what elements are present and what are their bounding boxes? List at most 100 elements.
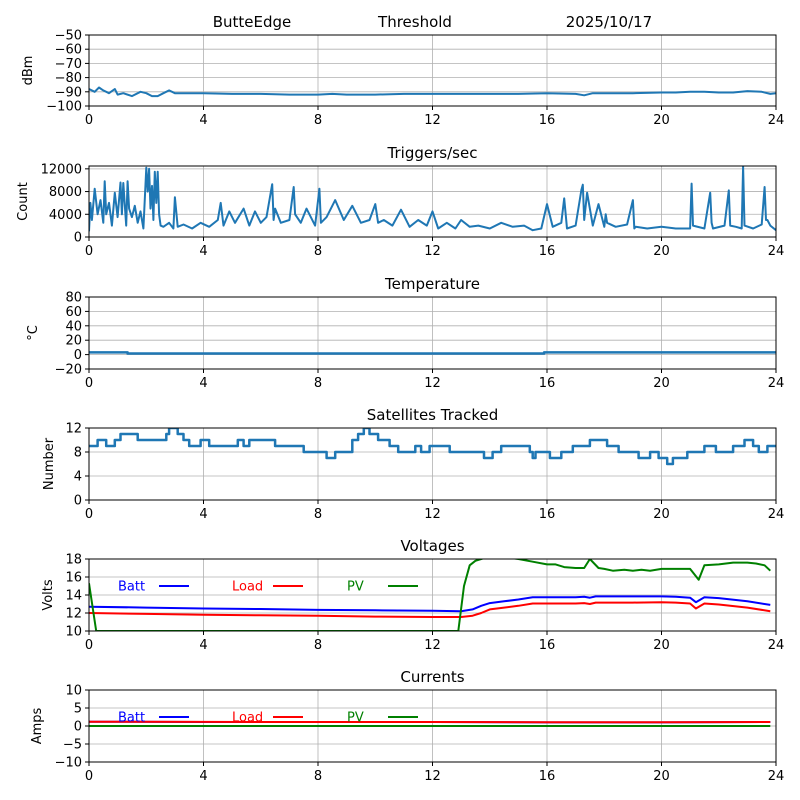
y-tick-label: −70: [55, 57, 82, 72]
y-tick-label: 12000: [41, 162, 82, 177]
x-tick-label: 16: [539, 769, 556, 784]
y-axis-label: Count: [16, 182, 31, 221]
legend-label: Batt: [118, 711, 145, 726]
header-channel: Threshold: [377, 13, 452, 31]
y-tick-label: 40: [65, 319, 82, 334]
x-tick-label: 0: [85, 113, 93, 128]
y-tick-label: −90: [55, 85, 82, 100]
x-tick-label: 0: [85, 769, 93, 784]
legend-item-load: Load: [232, 711, 303, 726]
series-group: [89, 559, 771, 631]
series-line-satellites: [89, 428, 776, 466]
legend-label: Batt: [118, 580, 145, 595]
x-tick-label: 24: [768, 376, 785, 391]
y-tick-label: 10: [65, 625, 82, 640]
x-tick-label: 4: [199, 376, 207, 391]
legend-label: PV: [347, 711, 364, 726]
y-tick-label: 60: [65, 305, 82, 320]
x-tick-label: 8: [314, 376, 322, 391]
y-tick-label: −60: [55, 43, 82, 58]
panel-title: Voltages: [400, 537, 464, 555]
series-line-triggers: [89, 166, 776, 232]
x-tick-label: 4: [199, 244, 207, 259]
x-tick-label: 24: [768, 507, 785, 522]
y-tick-label: −10: [55, 756, 82, 771]
y-axis-label: Number: [42, 437, 57, 490]
panel-title: Temperature: [384, 275, 480, 293]
y-axis-label: Amps: [30, 707, 45, 744]
legend-label: PV: [347, 580, 364, 595]
y-tick-label: −50: [55, 29, 82, 44]
legend-item-pv: PV: [347, 580, 418, 595]
y-tick-label: 4000: [49, 208, 82, 223]
x-tick-label: 16: [539, 244, 556, 259]
y-tick-label: 0: [74, 720, 82, 735]
panel-threshold: 0 4 8 12 16 20 24 −100−90−80−70−60−50 dBm: [21, 29, 784, 129]
y-tick-label: −100: [46, 100, 82, 115]
legend-label: Load: [232, 711, 263, 726]
series-line-pv: [89, 559, 771, 631]
y-tick-label: 12: [65, 422, 82, 437]
y-axis-label: °C: [26, 325, 41, 341]
y-tick-label: 80: [65, 291, 82, 306]
x-tick-label: 12: [424, 769, 441, 784]
x-tick-label: 20: [653, 638, 670, 653]
x-tick-label: 4: [199, 113, 207, 128]
panel-currents: 0 4 8 12 16 20 24 −10 −5 0 5 10 Currents Amps Batt Load…: [30, 668, 784, 784]
y-tick-label: 18: [65, 553, 82, 568]
x-tick-label: 8: [314, 769, 322, 784]
legend-item-batt: Batt: [118, 580, 189, 595]
y-axis-label: dBm: [21, 56, 36, 86]
y-tick-label: −5: [63, 738, 82, 753]
x-tick-label: 20: [653, 769, 670, 784]
x-tick-label: 20: [653, 376, 670, 391]
x-tick-label: 20: [653, 507, 670, 522]
series-line-batt: [89, 595, 771, 613]
series-group: [89, 428, 776, 466]
y-tick-label: 5: [74, 702, 82, 717]
x-tick-label: 20: [653, 244, 670, 259]
y-tick-label: −80: [55, 71, 82, 86]
y-tick-label: 0: [74, 231, 82, 246]
y-tick-label: 0: [74, 348, 82, 363]
series-line-load: [89, 720, 771, 724]
series-group: [89, 166, 776, 232]
legend-item-pv: PV: [347, 711, 418, 726]
y-tick-label: 8: [74, 446, 82, 461]
header-date: 2025/10/17: [566, 13, 652, 31]
legend-item-batt: Batt: [118, 711, 189, 726]
header-station: ButteEdge: [213, 13, 292, 31]
series-group: [89, 86, 776, 98]
y-tick-label: 8000: [49, 185, 82, 200]
series-group: [89, 351, 776, 355]
panel-title: Triggers/sec: [387, 144, 478, 162]
x-tick-label: 0: [85, 638, 93, 653]
y-tick-label: 4: [74, 470, 82, 485]
y-axis-label: Volts: [41, 579, 56, 611]
x-tick-label: 16: [539, 638, 556, 653]
x-tick-label: 0: [85, 376, 93, 391]
y-tick-label: 10: [65, 684, 82, 699]
panel-title: Currents: [400, 668, 464, 686]
x-tick-label: 24: [768, 244, 785, 259]
x-tick-label: 24: [768, 113, 785, 128]
x-tick-label: 8: [314, 507, 322, 522]
x-tick-label: 0: [85, 507, 93, 522]
series-line-temperature: [89, 351, 776, 355]
x-tick-label: 12: [424, 638, 441, 653]
x-tick-label: 12: [424, 507, 441, 522]
panel-triggers: 0 4 8 12 16 20 24 0 4000 8000 12000 Triggers/sec Cou…: [16, 144, 784, 259]
x-tick-label: 16: [539, 113, 556, 128]
x-tick-label: 24: [768, 638, 785, 653]
x-tick-label: 24: [768, 769, 785, 784]
legend-item-load: Load: [232, 580, 303, 595]
x-tick-label: 12: [424, 113, 441, 128]
panel-satellites: 0 4 8 12 16 20 24 0 4 8 12 Satellites Tracked Number: [42, 406, 784, 522]
x-tick-label: 4: [199, 769, 207, 784]
x-tick-label: 12: [424, 244, 441, 259]
x-tick-label: 8: [314, 638, 322, 653]
y-tick-label: −20: [55, 363, 82, 378]
panel-title: Satellites Tracked: [367, 406, 498, 424]
